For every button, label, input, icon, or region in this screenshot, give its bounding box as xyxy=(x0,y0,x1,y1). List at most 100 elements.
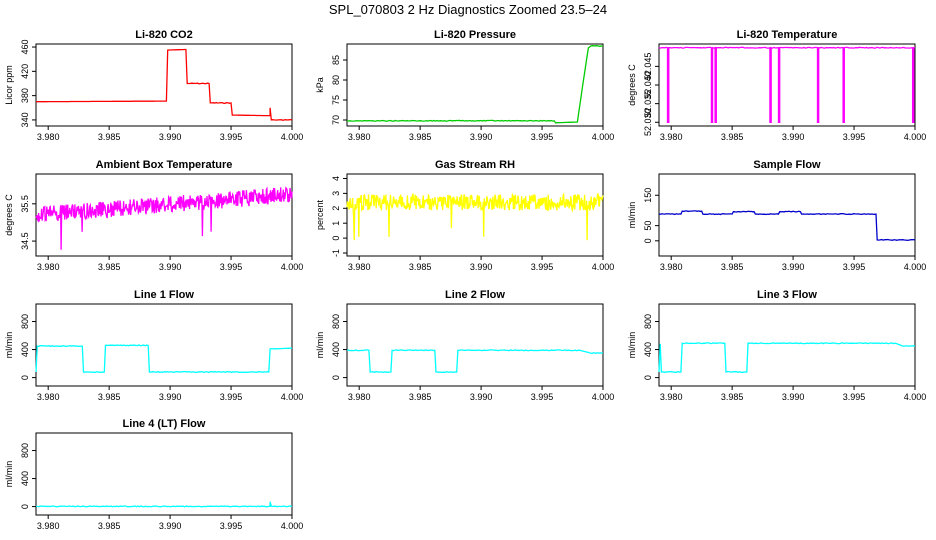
plot-frame xyxy=(658,303,916,387)
chart-title: Li-820 Temperature xyxy=(737,29,838,41)
y-axis-label: ml/min xyxy=(4,332,14,359)
x-tick-label: 3.995 xyxy=(843,392,866,402)
x-tick-label: 3.995 xyxy=(220,262,243,272)
y-tick-label: 0 xyxy=(331,236,341,241)
x-tick-label: 3.980 xyxy=(348,132,371,142)
y-tick-label: 340 xyxy=(20,112,30,127)
x-tick-label: 3.990 xyxy=(470,392,493,402)
chart-title: Line 3 Flow xyxy=(757,289,817,301)
chart-panel: Li-820 CO2 Licor ppm 3.980 3.985 3.990 3.995 4… xyxy=(4,29,303,142)
y-tick-label: 400 xyxy=(20,342,30,357)
plot-frame xyxy=(35,303,293,387)
x-tick-label: 3.995 xyxy=(843,132,866,142)
plot-frame xyxy=(35,43,293,127)
data-line xyxy=(658,46,915,123)
x-tick-label: 3.990 xyxy=(782,392,805,402)
plot-frame xyxy=(35,173,293,257)
y-tick-label: 75 xyxy=(331,95,341,105)
x-tick-label: 3.985 xyxy=(98,521,121,531)
x-tick-label: 3.990 xyxy=(470,132,493,142)
chart-panel: Line 2 Flow ml/min 3.980 3.985 3.990 3.995 4.0… xyxy=(315,289,614,402)
chart-panel: Line 4 (LT) Flow ml/min 3.980 3.985 3.990 3.9… xyxy=(4,418,303,531)
x-tick-label: 4.000 xyxy=(904,262,927,272)
x-tick-label: 4.000 xyxy=(281,132,304,142)
x-tick-label: 3.995 xyxy=(531,262,554,272)
chart-panel: Li-820 Pressure kPa 3.980 3.985 3.990 3.995 4.… xyxy=(315,29,614,142)
y-axis-label: degrees C xyxy=(4,194,14,236)
y-tick-label: 80 xyxy=(331,75,341,85)
y-tick-label: 4 xyxy=(331,176,341,181)
y-tick-label: 400 xyxy=(643,342,653,357)
x-tick-label: 4.000 xyxy=(904,132,927,142)
x-tick-label: 3.990 xyxy=(782,132,805,142)
data-line xyxy=(35,501,293,508)
x-tick-label: 3.980 xyxy=(660,262,683,272)
plot-frame xyxy=(658,43,916,127)
y-tick-label: 0 xyxy=(20,375,30,380)
chart-title: Line 2 Flow xyxy=(445,289,505,301)
y-axis-label: ml/min xyxy=(4,461,14,488)
figure-title: SPL_070803 2 Hz Diagnostics Zoomed 23.5–… xyxy=(328,2,608,17)
y-tick-label: 52.040 xyxy=(643,71,653,99)
y-tick-label: 0 xyxy=(643,238,653,243)
plot-frame xyxy=(346,43,604,127)
y-tick-label: 85 xyxy=(331,55,341,65)
y-tick-label: 420 xyxy=(20,64,30,79)
y-tick-label: -1 xyxy=(331,249,341,257)
chart-title: Li-820 CO2 xyxy=(135,29,192,41)
x-tick-label: 3.985 xyxy=(98,262,121,272)
x-tick-label: 3.985 xyxy=(98,132,121,142)
y-axis-label: ml/min xyxy=(315,332,325,359)
y-tick-label: 50 xyxy=(643,221,653,231)
x-tick-label: 3.990 xyxy=(470,262,493,272)
x-tick-label: 3.980 xyxy=(37,262,60,272)
chart-title: Line 4 (LT) Flow xyxy=(123,418,206,430)
x-tick-label: 3.990 xyxy=(159,521,182,531)
data-line xyxy=(658,342,916,373)
chart-title: Sample Flow xyxy=(753,159,821,171)
data-line xyxy=(35,344,292,374)
y-tick-label: 70 xyxy=(331,115,341,125)
x-tick-label: 3.980 xyxy=(37,392,60,402)
chart-panel: Sample Flow ml/min 3.980 3.985 3.990 3.995 4.0… xyxy=(627,159,926,272)
x-tick-label: 3.980 xyxy=(660,392,683,402)
x-tick-label: 4.000 xyxy=(592,262,615,272)
y-tick-label: 400 xyxy=(20,471,30,486)
x-tick-label: 3.980 xyxy=(37,132,60,142)
y-tick-label: 150 xyxy=(643,188,653,203)
data-line xyxy=(658,210,916,241)
data-line xyxy=(35,186,293,250)
chart-panel: Line 3 Flow ml/min 3.980 3.985 3.990 3.995 4.0… xyxy=(627,289,926,402)
x-tick-label: 3.990 xyxy=(159,392,182,402)
x-tick-label: 3.980 xyxy=(660,132,683,142)
chart-title: Ambient Box Temperature xyxy=(96,159,233,171)
y-axis-label: ml/min xyxy=(627,202,637,229)
x-tick-label: 3.980 xyxy=(37,521,60,531)
y-tick-label: 0 xyxy=(20,504,30,509)
plot-frame xyxy=(658,173,916,257)
y-tick-label: 460 xyxy=(20,40,30,55)
y-tick-label: 3 xyxy=(331,191,341,196)
y-tick-label: 2 xyxy=(331,206,341,211)
data-line xyxy=(36,48,293,121)
y-tick-label: 52.030 xyxy=(643,109,653,137)
x-tick-label: 3.990 xyxy=(782,262,805,272)
y-tick-label: 0 xyxy=(643,375,653,380)
data-line xyxy=(346,349,604,374)
x-tick-label: 3.985 xyxy=(98,392,121,402)
x-tick-label: 3.995 xyxy=(220,132,243,142)
x-tick-label: 4.000 xyxy=(281,392,304,402)
y-tick-label: 52.045 xyxy=(643,53,653,81)
data-line xyxy=(346,192,604,241)
x-tick-label: 3.990 xyxy=(159,132,182,142)
y-axis-label: Licor ppm xyxy=(4,65,14,105)
plot-frame xyxy=(346,173,604,257)
y-tick-label: 52.035 xyxy=(643,90,653,118)
chart-title: Line 1 Flow xyxy=(134,289,194,301)
y-tick-label: 800 xyxy=(20,443,30,458)
y-axis-label: percent xyxy=(315,199,325,230)
data-line xyxy=(346,45,604,124)
x-tick-label: 3.980 xyxy=(348,262,371,272)
y-tick-label: 400 xyxy=(331,342,341,357)
chart-panel: Line 1 Flow ml/min 3.980 3.985 3.990 3.995 4.0… xyxy=(4,289,303,402)
